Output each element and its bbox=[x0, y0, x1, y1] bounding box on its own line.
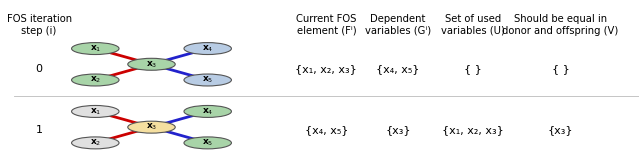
Text: {x₄, x₅}: {x₄, x₅} bbox=[376, 64, 420, 74]
Text: x$_{3}$: x$_{3}$ bbox=[146, 122, 157, 132]
Text: x$_{5}$: x$_{5}$ bbox=[202, 138, 213, 148]
Circle shape bbox=[128, 58, 175, 70]
Text: {x₁, x₂, x₃}: {x₁, x₂, x₃} bbox=[296, 64, 357, 74]
Text: x$_{2}$: x$_{2}$ bbox=[90, 75, 101, 85]
Text: Set of used
variables (U): Set of used variables (U) bbox=[441, 14, 505, 36]
Text: x$_{4}$: x$_{4}$ bbox=[202, 43, 214, 54]
Text: x$_{3}$: x$_{3}$ bbox=[146, 59, 157, 70]
Circle shape bbox=[184, 74, 232, 86]
Text: { }: { } bbox=[552, 64, 570, 74]
Text: {x₃}: {x₃} bbox=[385, 125, 411, 135]
Circle shape bbox=[72, 74, 119, 86]
Text: {x₃}: {x₃} bbox=[548, 125, 573, 135]
Circle shape bbox=[72, 137, 119, 149]
Circle shape bbox=[184, 43, 232, 55]
Text: Dependent
variables (Gⁱ): Dependent variables (Gⁱ) bbox=[365, 14, 431, 36]
Circle shape bbox=[128, 121, 175, 133]
Text: { }: { } bbox=[464, 64, 482, 74]
Text: x$_{5}$: x$_{5}$ bbox=[202, 75, 213, 85]
Text: {x₄, x₅}: {x₄, x₅} bbox=[305, 125, 348, 135]
Text: x$_{1}$: x$_{1}$ bbox=[90, 43, 101, 54]
Text: FOS iteration
step (i): FOS iteration step (i) bbox=[6, 14, 72, 36]
Circle shape bbox=[72, 105, 119, 117]
Text: Should be equal in
donor and offspring (V): Should be equal in donor and offspring (… bbox=[502, 14, 619, 36]
Text: Current FOS
element (Fⁱ): Current FOS element (Fⁱ) bbox=[296, 14, 356, 36]
Text: 1: 1 bbox=[36, 125, 43, 135]
Circle shape bbox=[184, 105, 232, 117]
Text: {x₁, x₂, x₃}: {x₁, x₂, x₃} bbox=[442, 125, 504, 135]
Circle shape bbox=[72, 43, 119, 55]
Text: 0: 0 bbox=[36, 64, 43, 74]
Text: x$_{4}$: x$_{4}$ bbox=[202, 106, 214, 117]
Circle shape bbox=[184, 137, 232, 149]
Text: x$_{1}$: x$_{1}$ bbox=[90, 106, 101, 117]
Text: x$_{2}$: x$_{2}$ bbox=[90, 138, 101, 148]
